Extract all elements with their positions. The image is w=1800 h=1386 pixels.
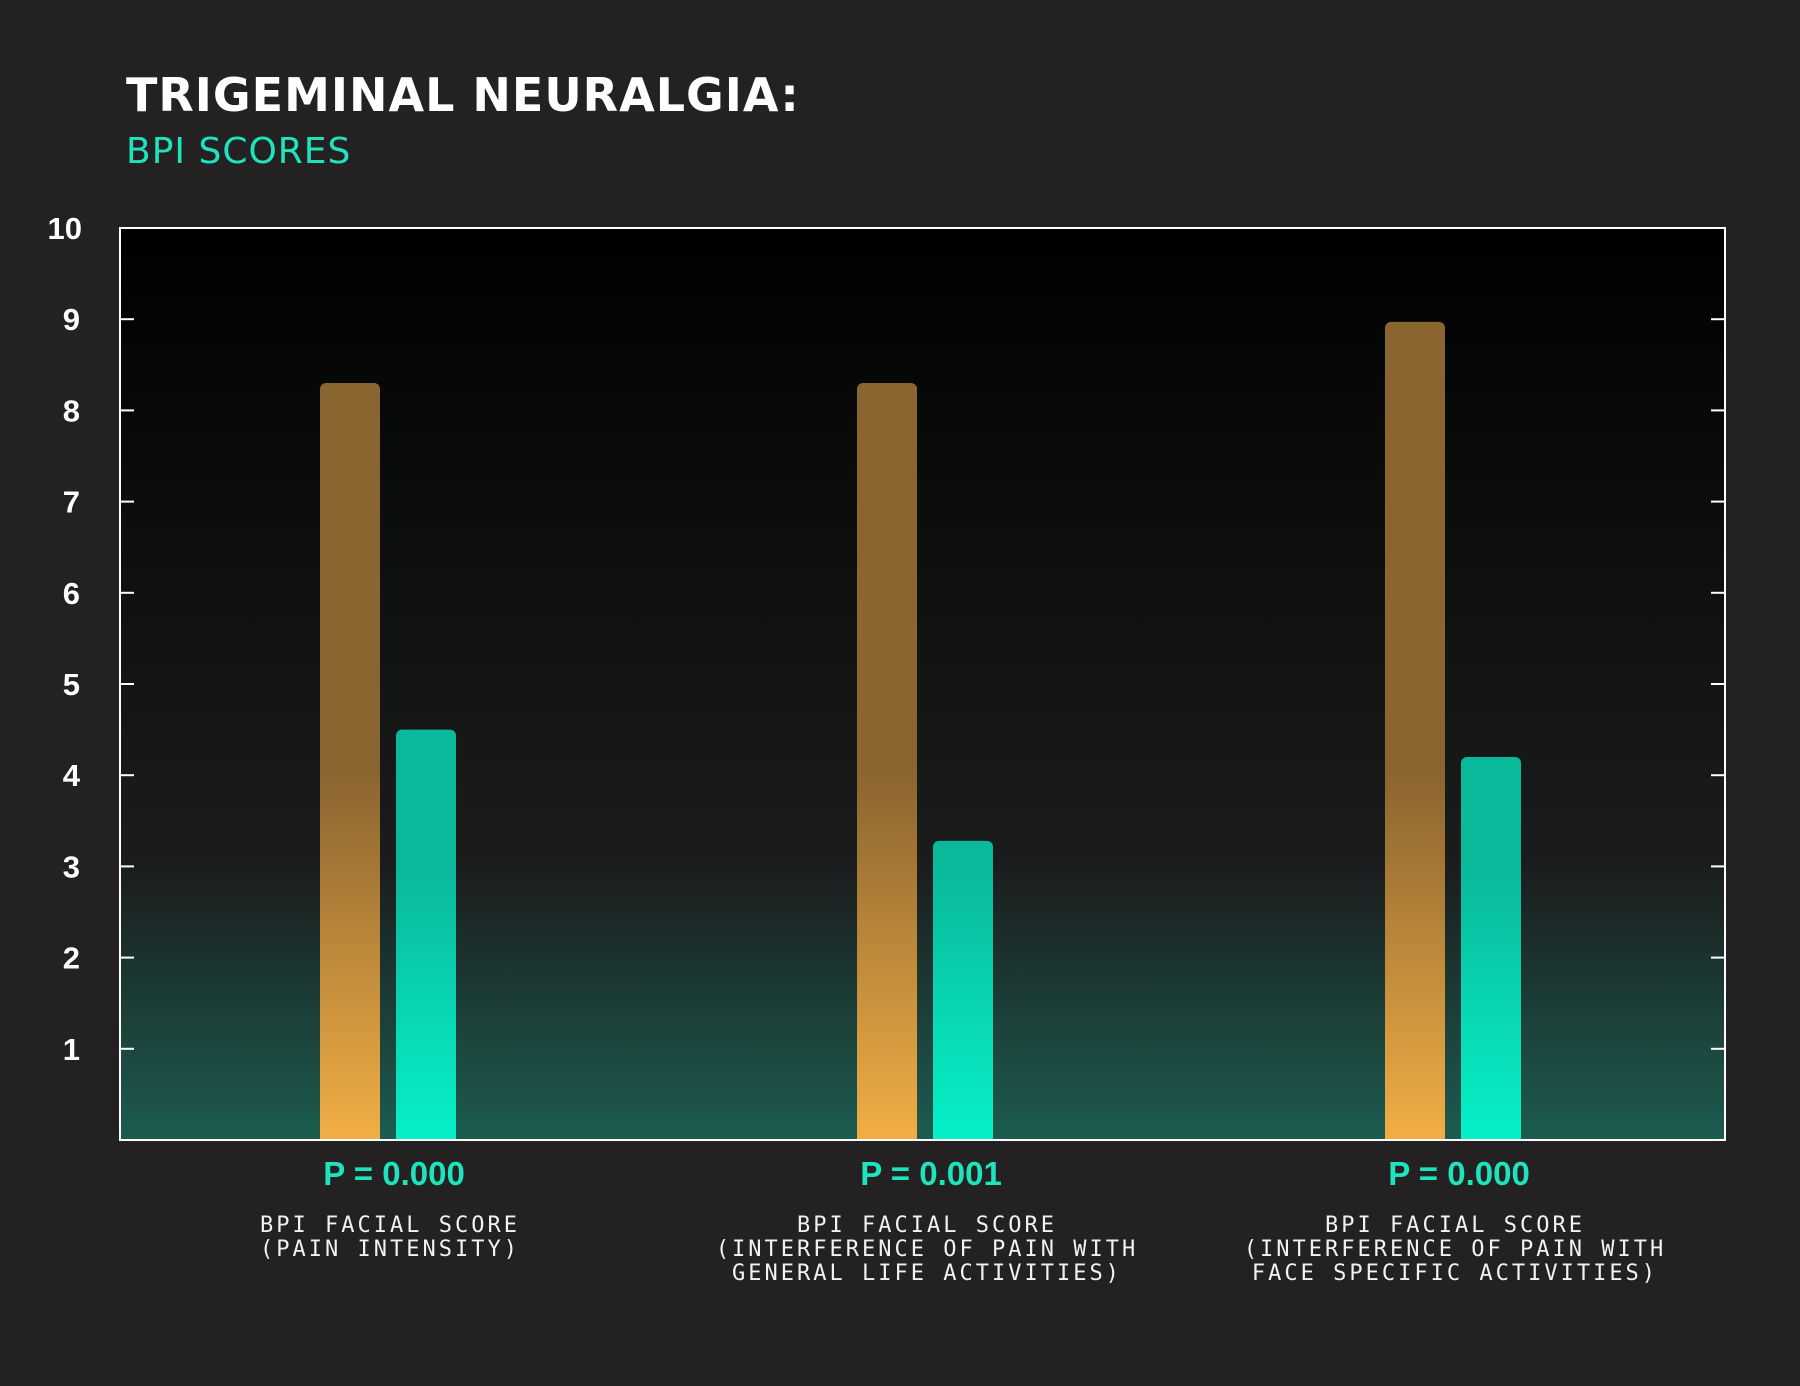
bar-series-1-category-1	[320, 383, 380, 1140]
category-label-line: BPI FACIAL SCORE	[797, 1213, 1057, 1238]
chart-title: TRIGEMINAL NEURALGIA:	[126, 68, 800, 122]
bar-base-series-2-category-2	[933, 1132, 993, 1140]
category-label-line: (INTERFERENCE OF PAIN WITH	[715, 1237, 1139, 1262]
y-tick-label: 3	[63, 849, 80, 884]
bar-base-series-1-category-2	[857, 1132, 917, 1140]
category-label-line: BPI FACIAL SCORE	[260, 1213, 520, 1238]
p-value-label: P = 0.000	[1388, 1155, 1530, 1192]
y-tick-label: 10	[48, 211, 82, 246]
y-tick-label: 7	[63, 485, 80, 520]
category-label-line: BPI FACIAL SCORE	[1325, 1213, 1585, 1238]
category-label: BPI FACIAL SCORE (INTERFERENCE OF PAIN WI…	[657, 1214, 1197, 1286]
plot-area	[120, 228, 1725, 1140]
p-value-label: P = 0.000	[323, 1155, 465, 1192]
y-tick-label: 8	[63, 393, 80, 428]
bar-series-1-category-2	[857, 383, 917, 1140]
y-tick-label: 2	[63, 941, 80, 976]
category-label-line: (PAIN INTENSITY)	[260, 1237, 520, 1262]
y-tick-label: 1	[63, 1032, 80, 1067]
chart-subtitle: BPI SCORES	[126, 131, 352, 172]
bar-base-series-1-category-3	[1385, 1132, 1445, 1140]
bar-series-1-category-3	[1385, 321, 1445, 1140]
y-tick-label: 4	[63, 758, 81, 793]
y-tick-label: 9	[63, 302, 80, 337]
category-label-line: FACE SPECIFIC ACTIVITIES)	[1251, 1261, 1659, 1286]
category-label-line: (INTERFERENCE OF PAIN WITH	[1243, 1237, 1667, 1262]
bar-series-2-category-1	[396, 729, 456, 1140]
category-label: BPI FACIAL SCORE (PAIN INTENSITY)	[120, 1214, 660, 1262]
bar-base-series-2-category-3	[1461, 1132, 1521, 1140]
bar-series-2-category-3	[1461, 756, 1521, 1140]
category-label: BPI FACIAL SCORE (INTERFERENCE OF PAIN WI…	[1185, 1214, 1725, 1286]
bar-base-series-2-category-1	[396, 1132, 456, 1140]
y-tick-label: 5	[63, 667, 80, 702]
p-value-label: P = 0.001	[860, 1155, 1002, 1192]
bar-series-2-category-2	[933, 840, 993, 1140]
bar-base-series-1-category-1	[320, 1132, 380, 1140]
y-tick-label: 6	[63, 576, 80, 611]
category-label-line: GENERAL LIFE ACTIVITIES)	[732, 1261, 1122, 1286]
